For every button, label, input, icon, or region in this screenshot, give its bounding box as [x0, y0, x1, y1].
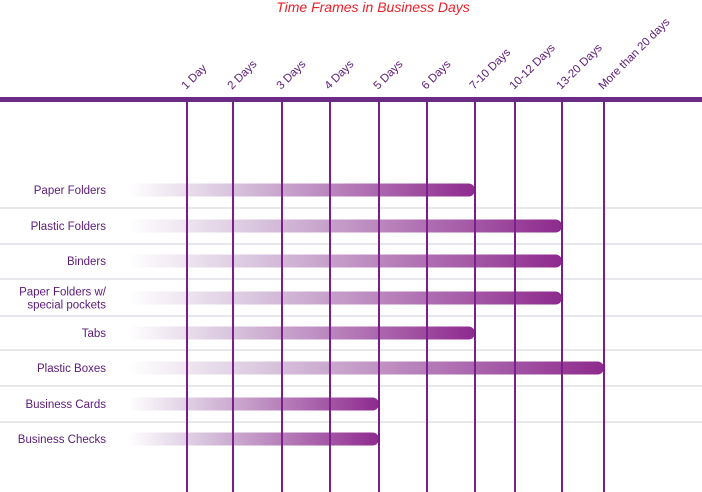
chart-title: Time Frames in Business Days [276, 0, 470, 15]
x-tick-label: 3 Days [275, 58, 309, 92]
category-label: Plastic Boxes [37, 363, 106, 375]
grid-lines [186, 102, 605, 492]
x-tick-label: 10-12 Days [508, 42, 558, 92]
x-tick-label: 7-10 Days [468, 46, 514, 92]
category-labels: Paper Folders Plastic Folders Binders Paper… [18, 185, 107, 446]
category-label: Business Checks [18, 434, 106, 446]
row-separators [0, 207, 702, 423]
x-tick-labels: 1 Day 2 Days 3 Days 4 Days 5 Days 6 Days 7-10 … [180, 16, 673, 92]
bar [128, 254, 562, 268]
category-label: Binders [67, 256, 106, 268]
category-label: Business Cards [25, 399, 106, 411]
category-label: Paper Folders [34, 185, 106, 197]
axis-line [0, 97, 702, 102]
bar [128, 326, 475, 340]
category-label: Tabs [82, 328, 107, 340]
x-tick-label: 4 Days [323, 58, 357, 92]
bar [128, 291, 562, 305]
bar [128, 219, 562, 233]
x-tick-label: 5 Days [372, 58, 406, 92]
category-label: Paper Folders w/special pockets [19, 287, 107, 312]
x-tick-label: 2 Days [226, 58, 260, 92]
category-label: Plastic Folders [31, 221, 107, 233]
x-tick-label: 6 Days [420, 58, 454, 92]
bar [128, 183, 475, 197]
bar [128, 432, 379, 446]
x-tick-label: 1 Day [180, 62, 210, 92]
bar [128, 397, 379, 411]
bars [128, 183, 604, 446]
x-tick-label: More than 20 days [597, 16, 673, 92]
bar [128, 361, 604, 375]
